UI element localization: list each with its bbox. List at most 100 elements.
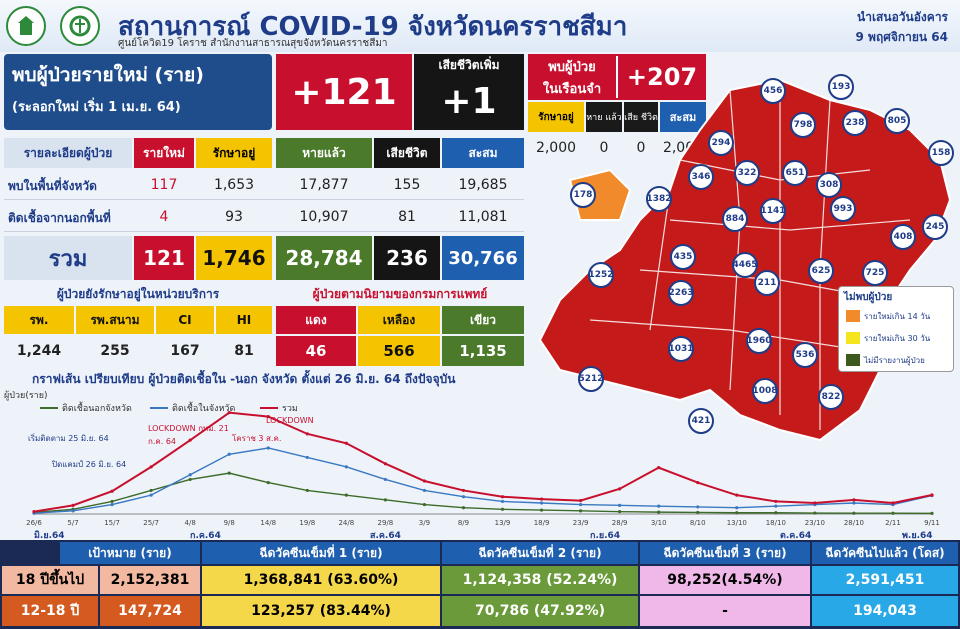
x-tick-7: 19/8 [299, 519, 315, 527]
detail-header-recovered: หายแล้ว [276, 138, 372, 168]
new-cases-sub: (ระลอกใหม่ เริ่ม 1 เม.ย. 64) [12, 100, 181, 115]
vaccine-row-teen-target: 147,724 [100, 596, 200, 626]
vaccine-row-adult-target: 2,152,381 [100, 566, 200, 594]
detail-total-recovered: 28,784 [276, 236, 372, 280]
map-pin-158: 158 [928, 140, 954, 166]
x-tick-15: 28/9 [612, 519, 628, 527]
prison-val-treating: 2,000 [535, 140, 577, 156]
x-tick-5: 9/8 [224, 519, 235, 527]
point-1-10 [422, 488, 427, 493]
x-tick-18: 13/10 [727, 519, 747, 527]
map-pin-2263: 2263 [668, 280, 694, 306]
point-1-16 [657, 504, 661, 508]
point-1-19 [774, 504, 778, 508]
legend-label-0: ติดเชื้อนอกจังหวัด [62, 401, 132, 414]
point-2-16 [657, 466, 661, 470]
page-subtitle: ศูนย์โควิด19 โคราช สำนักงานสาธารณสุขจังห… [118, 38, 388, 49]
map-pin-805: 805 [884, 108, 910, 134]
vaccine-row-adult-dose1: 1,368,841 (63.60%) [202, 566, 440, 594]
point-0-17 [696, 510, 700, 515]
new-cases-panel [4, 54, 272, 130]
logo-ddc [60, 6, 100, 46]
point-1-1 [71, 509, 75, 513]
map-pin-625: 625 [808, 258, 834, 284]
point-1-8 [344, 465, 348, 469]
prison-label-2: ในเรือนจำ [542, 81, 602, 97]
prison-label-1: พบผู้ป่วย [548, 59, 596, 75]
point-0-22 [891, 511, 895, 515]
legend-swatch-30 [846, 332, 860, 344]
prison-val-recovered: 0 [599, 140, 609, 156]
legend-label-14: รายใหม่เกิน 14 วัน [864, 312, 931, 321]
point-1-11 [461, 495, 466, 499]
point-2-15 [618, 487, 622, 491]
detail-row-outside-new: 4 [159, 209, 169, 225]
x-tick-13: 18/9 [534, 519, 550, 527]
map-pin-435: 435 [670, 244, 696, 270]
legend-swatch-none [846, 354, 860, 366]
point-2-10 [422, 479, 427, 483]
detail-row-outside-recovered: 10,907 [299, 209, 349, 225]
annotation-start: เริ่มติดตาม 25 มิ.ย. 64 [28, 434, 109, 443]
x-tick-19: 18/10 [766, 519, 786, 527]
map-legend-title: ไม่พบผู้ป่วย [844, 292, 893, 303]
report-date: 9 พฤศจิกายน 64 [855, 30, 948, 44]
map-pin-193: 193 [828, 74, 854, 100]
point-1-21 [852, 501, 856, 505]
map-pin-1960: 1960 [746, 328, 772, 354]
series-line-0 [33, 472, 933, 515]
legend-label-1: ติดเชื้อในจังหวัด [172, 401, 235, 414]
prison-col-recovered: หาย แล้ว [586, 102, 622, 132]
point-2-23 [930, 493, 934, 497]
map-pin-1382: 1382 [646, 186, 672, 212]
new-cases-label: พบผู้ป่วยรายใหม่ (ราย) [12, 64, 204, 86]
facility-value-field: 255 [100, 343, 130, 359]
point-1-14 [579, 502, 583, 507]
vaccine-header-target: เป้าหมาย (ราย) [60, 542, 200, 564]
point-0-23 [930, 511, 934, 515]
point-0-12 [500, 507, 505, 511]
x-tick-3: 25/7 [143, 519, 159, 527]
prison-col-treating: รักษาอยู่ [528, 102, 584, 132]
point-2-18 [735, 493, 739, 497]
point-2-3 [149, 465, 153, 469]
legend-label-2: รวม [282, 404, 298, 414]
point-2-20 [813, 501, 817, 505]
month-label-aug: ส.ค.64 [370, 531, 401, 541]
x-tick-8: 24/8 [338, 519, 354, 527]
map-pin-4465: 4465 [732, 252, 758, 278]
annotation-lockdown-bkk: LOCKDOWN กทม. 21 ก.ค. 64 [148, 424, 229, 446]
page-title: สถานการณ์ COVID-19 จังหวัดนครราชสีมา [118, 12, 628, 42]
point-0-19 [774, 511, 778, 515]
point-0-6 [266, 480, 270, 485]
detail-total-label: รวม [4, 236, 132, 280]
point-0-15 [618, 510, 622, 514]
facility-value-hi: 81 [234, 343, 254, 359]
map-pin-211: 211 [754, 270, 780, 296]
legend-label-none: ไม่มีรายงานผู้ป่วย [864, 356, 925, 365]
deaths-label: เสียชีวิตเพิ่ม [438, 57, 500, 72]
point-0-21 [852, 511, 856, 515]
map-pin-238: 238 [842, 110, 868, 136]
detail-total-cumulative: 30,766 [442, 236, 524, 280]
point-1-2 [110, 502, 114, 507]
detail-row-local [4, 170, 524, 200]
detail-row-local-new: 117 [150, 177, 178, 193]
detail-row-local-recovered: 17,877 [299, 177, 349, 193]
severity-title: ผู้ป่วยตามนิยามของกรมการแพทย์ [312, 286, 488, 301]
point-2-21 [852, 498, 856, 502]
point-1-6 [266, 446, 270, 450]
map-pin-993: 993 [830, 196, 856, 222]
facility-value-hospital: 1,244 [16, 343, 62, 359]
line-chart: ติดเชื้อนอกจังหวัด ติดเชื้อในจังหวัด รวม 26… [26, 401, 940, 527]
detail-total-deaths: 236 [374, 236, 440, 280]
point-1-17 [696, 505, 700, 509]
detail-header-treating: รักษาอยู่ [196, 138, 272, 168]
facilities-title: ผู้ป่วยยังรักษาอยู่ในหน่วยบริการ [56, 286, 220, 301]
map-pin-798: 798 [790, 112, 816, 138]
vaccine-header-dose3: ฉีดวัคซีนเข็มที่ 3 (ราย) [640, 542, 810, 564]
x-tick-1: 5/7 [67, 519, 78, 527]
series-line-2 [33, 411, 933, 513]
point-2-12 [500, 495, 505, 499]
facility-header-ci: CI [156, 306, 214, 334]
